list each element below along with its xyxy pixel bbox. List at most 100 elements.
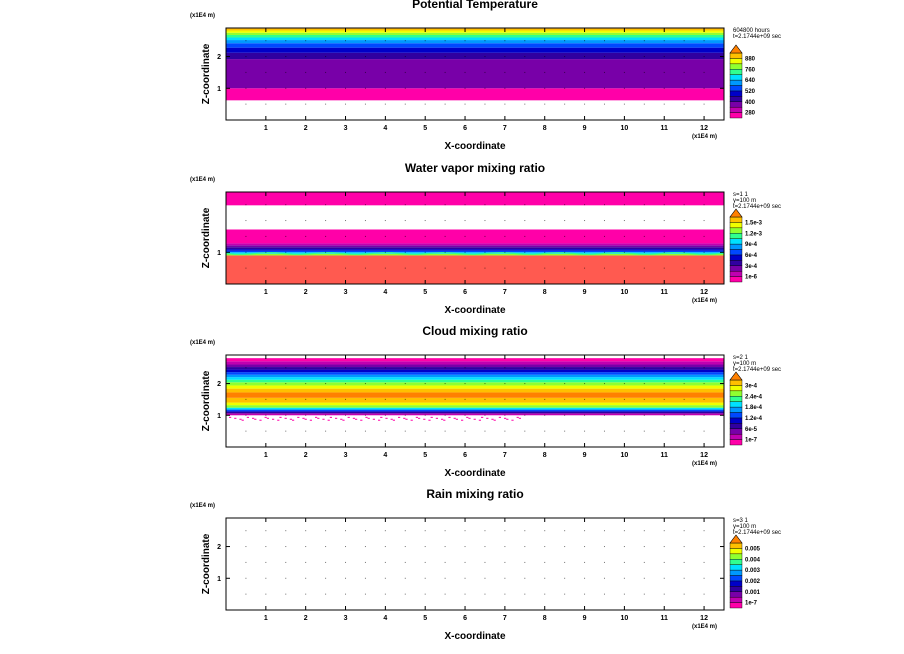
grid-dot — [265, 71, 267, 73]
cloud-base-speck — [304, 418, 307, 420]
colorbar-swatch — [729, 69, 743, 75]
contour-band — [226, 367, 724, 370]
cloud-base-speck — [430, 416, 433, 418]
grid-dot — [484, 593, 486, 595]
y-scale-label: (x1E4 m) — [190, 503, 215, 509]
grid-dot — [703, 530, 705, 532]
colorbar-swatch — [729, 233, 743, 239]
grid-dot — [285, 40, 287, 42]
x-tick-label: 11 — [661, 125, 669, 132]
grid-dot — [404, 530, 406, 532]
grid-dot — [464, 577, 466, 579]
colorbar-swatch — [729, 559, 743, 565]
grid-dot — [345, 204, 347, 206]
cloud-base-speck — [372, 418, 375, 420]
grid-dot — [623, 235, 625, 237]
grid-dot — [703, 251, 705, 253]
grid-dot — [424, 267, 426, 269]
x-tick-label: 5 — [423, 125, 427, 132]
cloud-base-speck — [259, 419, 262, 421]
cloud-base-speck — [229, 416, 232, 418]
grid-dot — [584, 561, 586, 563]
contour-band — [226, 205, 724, 230]
grid-dot — [364, 593, 366, 595]
cloud-base-speck — [423, 418, 426, 420]
x-tick-label: 2 — [304, 125, 308, 132]
grid-dot — [364, 56, 366, 58]
grid-dot — [305, 414, 307, 416]
grid-dot — [484, 87, 486, 89]
grid-dot — [703, 71, 705, 73]
grid-dot — [265, 593, 267, 595]
grid-dot — [603, 204, 605, 206]
grid-dot — [584, 398, 586, 400]
grid-dot — [524, 103, 526, 105]
grid-dot — [544, 577, 546, 579]
grid-dot — [325, 546, 327, 548]
colorbar-label: 1e-7 — [745, 438, 758, 444]
grid-dot — [285, 103, 287, 105]
cloud-base-speck — [317, 417, 320, 419]
grid-dot — [345, 546, 347, 548]
colorbar-label: 6e-5 — [745, 427, 758, 433]
contour-band — [226, 32, 724, 35]
grid-dot — [564, 220, 566, 222]
grid-dot — [305, 40, 307, 42]
grid-dot — [424, 383, 426, 385]
contour-band — [226, 374, 724, 378]
grid-dot — [544, 56, 546, 58]
grid-dot — [603, 71, 605, 73]
x-tick-label: 3 — [344, 289, 348, 296]
y-tick-label: 1 — [217, 413, 221, 420]
cloud-base-speck — [289, 418, 292, 420]
grid-dot — [584, 56, 586, 58]
grid-dot — [345, 577, 347, 579]
grid-dot — [623, 267, 625, 269]
grid-dot — [603, 87, 605, 89]
grid-dot — [504, 593, 506, 595]
grid-dot — [424, 204, 426, 206]
colorbar-label: 3e-4 — [745, 264, 758, 270]
grid-dot — [524, 546, 526, 548]
grid-dot — [524, 251, 526, 253]
y-scale-label: (x1E4 m) — [190, 340, 215, 346]
cloud-base-speck — [322, 418, 325, 420]
contour-band — [226, 379, 724, 383]
grid-dot — [305, 561, 307, 563]
info-text: y=100 m — [733, 524, 756, 530]
grid-dot — [564, 530, 566, 532]
cloud-base-speck — [493, 419, 496, 421]
grid-dot — [564, 204, 566, 206]
x-tick-label: 1 — [264, 452, 268, 459]
cloud-base-speck — [468, 417, 471, 419]
colorbar-swatch — [729, 423, 743, 429]
colorbar-swatch — [729, 390, 743, 397]
info-text: t=2.1744e+09 sec — [733, 34, 781, 40]
grid-dot — [663, 220, 665, 222]
grid-dot — [564, 367, 566, 369]
grid-dot — [663, 577, 665, 579]
grid-dot — [603, 430, 605, 432]
grid-dot — [364, 267, 366, 269]
cloud-base-speck — [473, 418, 476, 420]
grid-dot — [504, 577, 506, 579]
cloud-base-speck — [405, 418, 408, 420]
grid-dot — [504, 56, 506, 58]
colorbar-swatch — [729, 596, 743, 603]
grid-dot — [384, 398, 386, 400]
plot-frame — [225, 354, 725, 448]
grid-dot — [643, 577, 645, 579]
cloud-base-speck — [327, 419, 330, 421]
contour-band — [226, 361, 724, 365]
contour-band — [226, 364, 724, 368]
grid-dot — [623, 40, 625, 42]
grid-dot — [285, 71, 287, 73]
grid-dot — [643, 56, 645, 58]
cloud-base-speck — [410, 419, 413, 421]
colorbar-label: 1.5e-3 — [745, 220, 763, 226]
grid-dot — [703, 593, 705, 595]
contour-band — [226, 250, 724, 253]
contour-band — [226, 47, 724, 53]
grid-dot — [524, 220, 526, 222]
grid-dot — [564, 383, 566, 385]
